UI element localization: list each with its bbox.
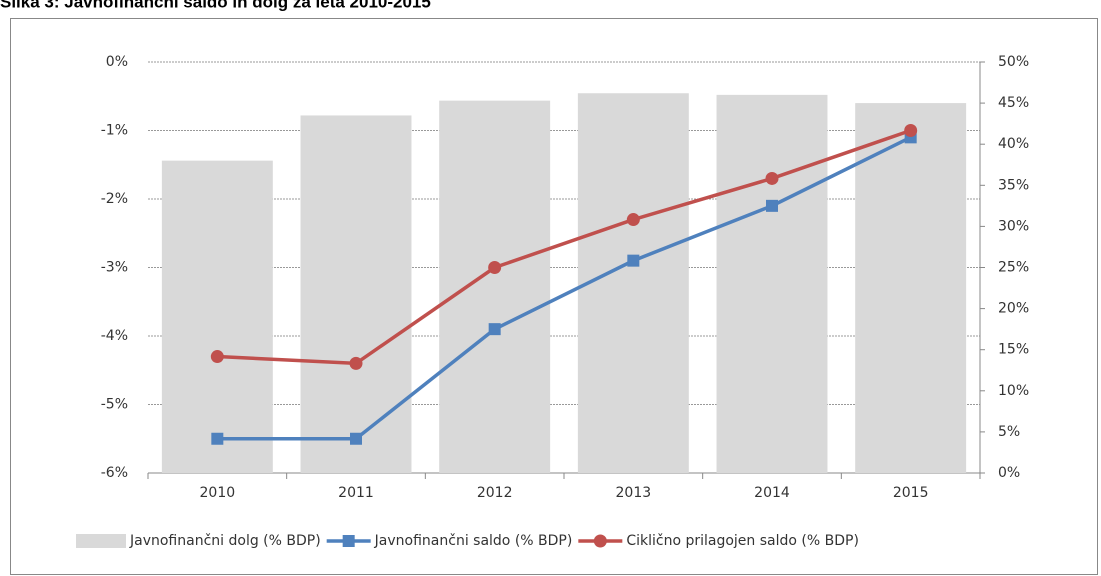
y-tick-label: -3%	[101, 260, 128, 276]
y2-tick-label: 20%	[998, 301, 1029, 317]
marker	[626, 213, 640, 227]
bar	[439, 100, 551, 473]
x-tick-label: 2013	[616, 485, 652, 501]
marker	[350, 432, 362, 445]
y2-tick-label: 30%	[998, 218, 1029, 234]
legend-marker	[593, 534, 607, 548]
marker	[765, 171, 779, 185]
marker	[210, 350, 224, 364]
x-tick-label: 2014	[754, 485, 790, 501]
legend-label: Javnofinančni saldo (% BDP)	[374, 533, 573, 549]
y-tick-label: 0%	[106, 54, 128, 70]
y2-tick-label: 40%	[998, 136, 1029, 152]
y-tick-label: -1%	[101, 123, 128, 139]
y-tick-label: -5%	[101, 397, 128, 413]
bar	[855, 103, 967, 473]
x-tick-label: 2015	[893, 485, 929, 501]
marker	[488, 323, 501, 336]
bar	[577, 93, 689, 474]
legend-label: Javnofinančni dolg (% BDP)	[129, 533, 321, 549]
marker	[488, 261, 502, 274]
chart-title: Slika 3: Javnofinančni saldo in dolg za …	[0, 0, 431, 11]
bar	[161, 160, 273, 473]
bar	[716, 94, 828, 473]
marker	[211, 432, 224, 445]
x-tick-label: 2011	[338, 485, 374, 501]
bar	[300, 115, 412, 474]
marker	[349, 356, 363, 370]
y2-tick-label: 0%	[998, 465, 1020, 481]
x-tick-label: 2012	[477, 485, 513, 501]
y2-tick-label: 35%	[998, 177, 1029, 193]
y2-tick-label: 15%	[998, 342, 1029, 358]
x-tick-label: 2010	[200, 485, 236, 501]
line	[217, 128, 912, 366]
y2-tick-label: 10%	[998, 383, 1029, 399]
y2-tick-label: 25%	[998, 260, 1029, 276]
legend-swatch	[76, 534, 126, 548]
y-tick-label: -2%	[101, 191, 128, 207]
y-tick-label: -6%	[101, 465, 128, 481]
legend-label: Ciklično prilagojen saldo (% BDP)	[626, 533, 859, 549]
legend-marker	[342, 535, 355, 547]
marker	[766, 199, 778, 212]
y-tick-label: -4%	[101, 328, 128, 344]
marker	[904, 124, 918, 137]
y2-tick-label: 5%	[998, 424, 1020, 440]
line	[217, 135, 912, 441]
marker	[627, 254, 640, 267]
y2-tick-label: 45%	[998, 95, 1029, 111]
y2-tick-label: 50%	[998, 54, 1029, 70]
